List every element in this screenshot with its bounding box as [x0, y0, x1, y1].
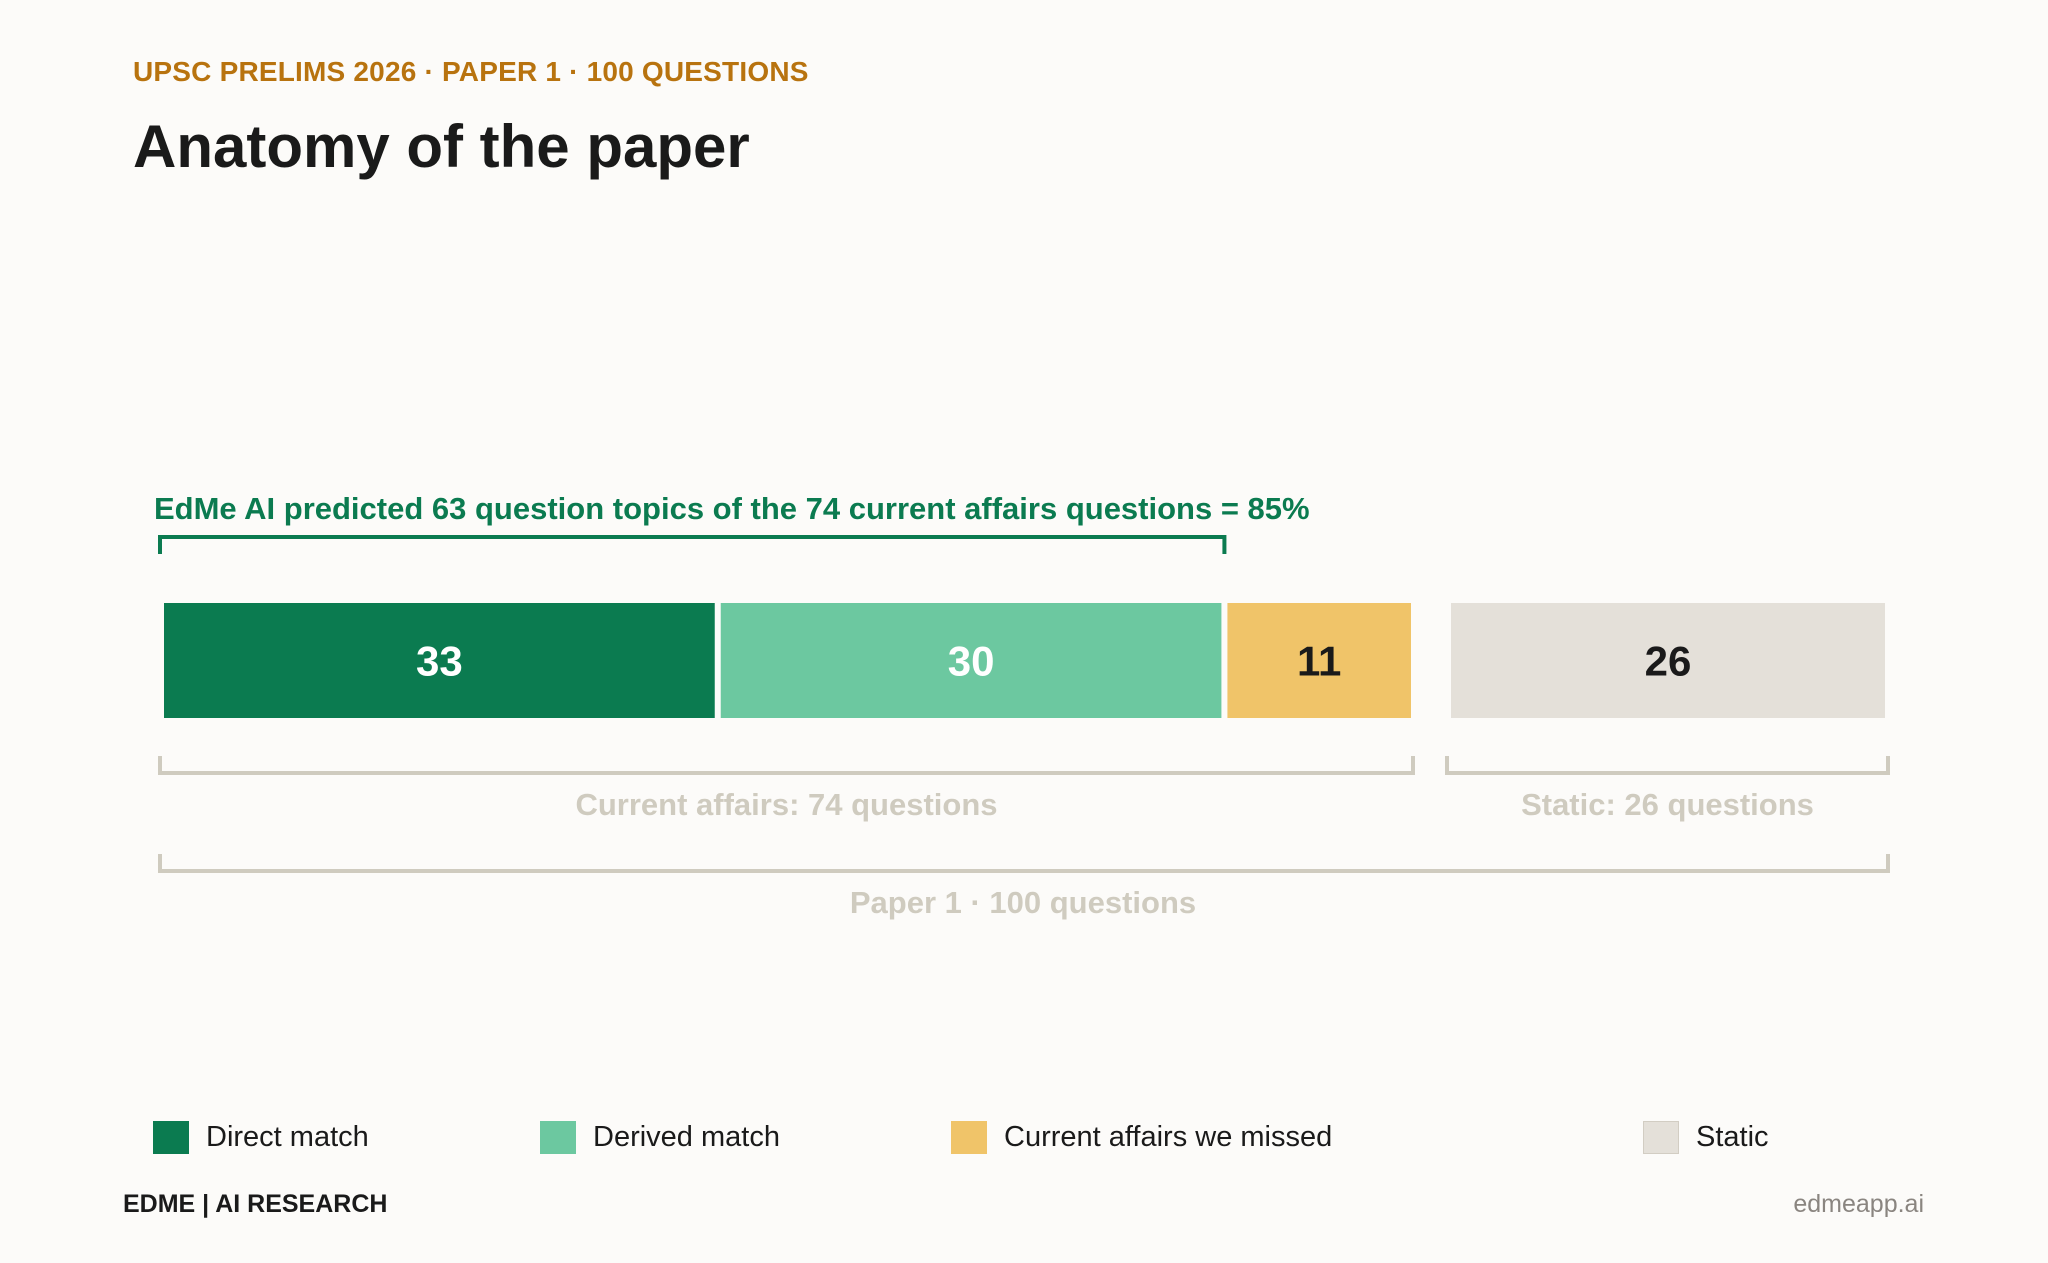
legend-label-direct-match: Direct match — [206, 1121, 369, 1153]
legend-label-static: Static — [1696, 1121, 1769, 1153]
legend-item-direct-match: Direct match — [153, 1121, 369, 1154]
chart-eyebrow: UPSC PRELIMS 2026 · PAPER 1 · 100 QUESTI… — [133, 56, 809, 87]
legend-item-derived-match: Derived match — [540, 1121, 780, 1154]
current-affairs-label: Current affairs: 74 questions — [575, 787, 997, 822]
bar-label-missed: 11 — [1297, 638, 1341, 685]
current-affairs-bracket — [158, 756, 1415, 775]
footer-brand: EDME | AI RESEARCH — [123, 1190, 388, 1218]
prediction-label: EdMe AI predicted 63 question topics of … — [154, 491, 1310, 526]
legend: Direct match Derived match Current affai… — [0, 1121, 2048, 1157]
paper-bracket — [158, 854, 1890, 873]
static-label: Static: 26 questions — [1521, 787, 1814, 822]
legend-swatch-direct-match — [153, 1121, 189, 1154]
bar-label-derived-match: 30 — [948, 638, 995, 685]
legend-item-missed: Current affairs we missed — [951, 1121, 1332, 1154]
legend-swatch-static — [1643, 1121, 1679, 1154]
bar-label-static: 26 — [1645, 638, 1692, 685]
bar-direct-match — [164, 603, 715, 718]
bar-label-direct-match: 33 — [416, 638, 463, 685]
static-bracket — [1445, 756, 1890, 775]
footer-url[interactable]: edmeapp.ai — [1793, 1190, 1924, 1218]
bar-missed — [1227, 603, 1411, 718]
prediction-bracket — [158, 535, 1227, 554]
legend-label-missed: Current affairs we missed — [1004, 1121, 1333, 1153]
legend-item-static: Static — [1643, 1121, 1769, 1154]
legend-swatch-derived-match — [540, 1121, 576, 1154]
legend-swatch-missed — [951, 1121, 987, 1154]
bar-derived-match — [720, 603, 1222, 718]
bar-static — [1451, 603, 1885, 718]
chart-title: Anatomy of the paper — [133, 113, 750, 180]
legend-label-derived-match: Derived match — [593, 1121, 780, 1153]
paper-label: Paper 1 · 100 questions — [850, 885, 1196, 920]
